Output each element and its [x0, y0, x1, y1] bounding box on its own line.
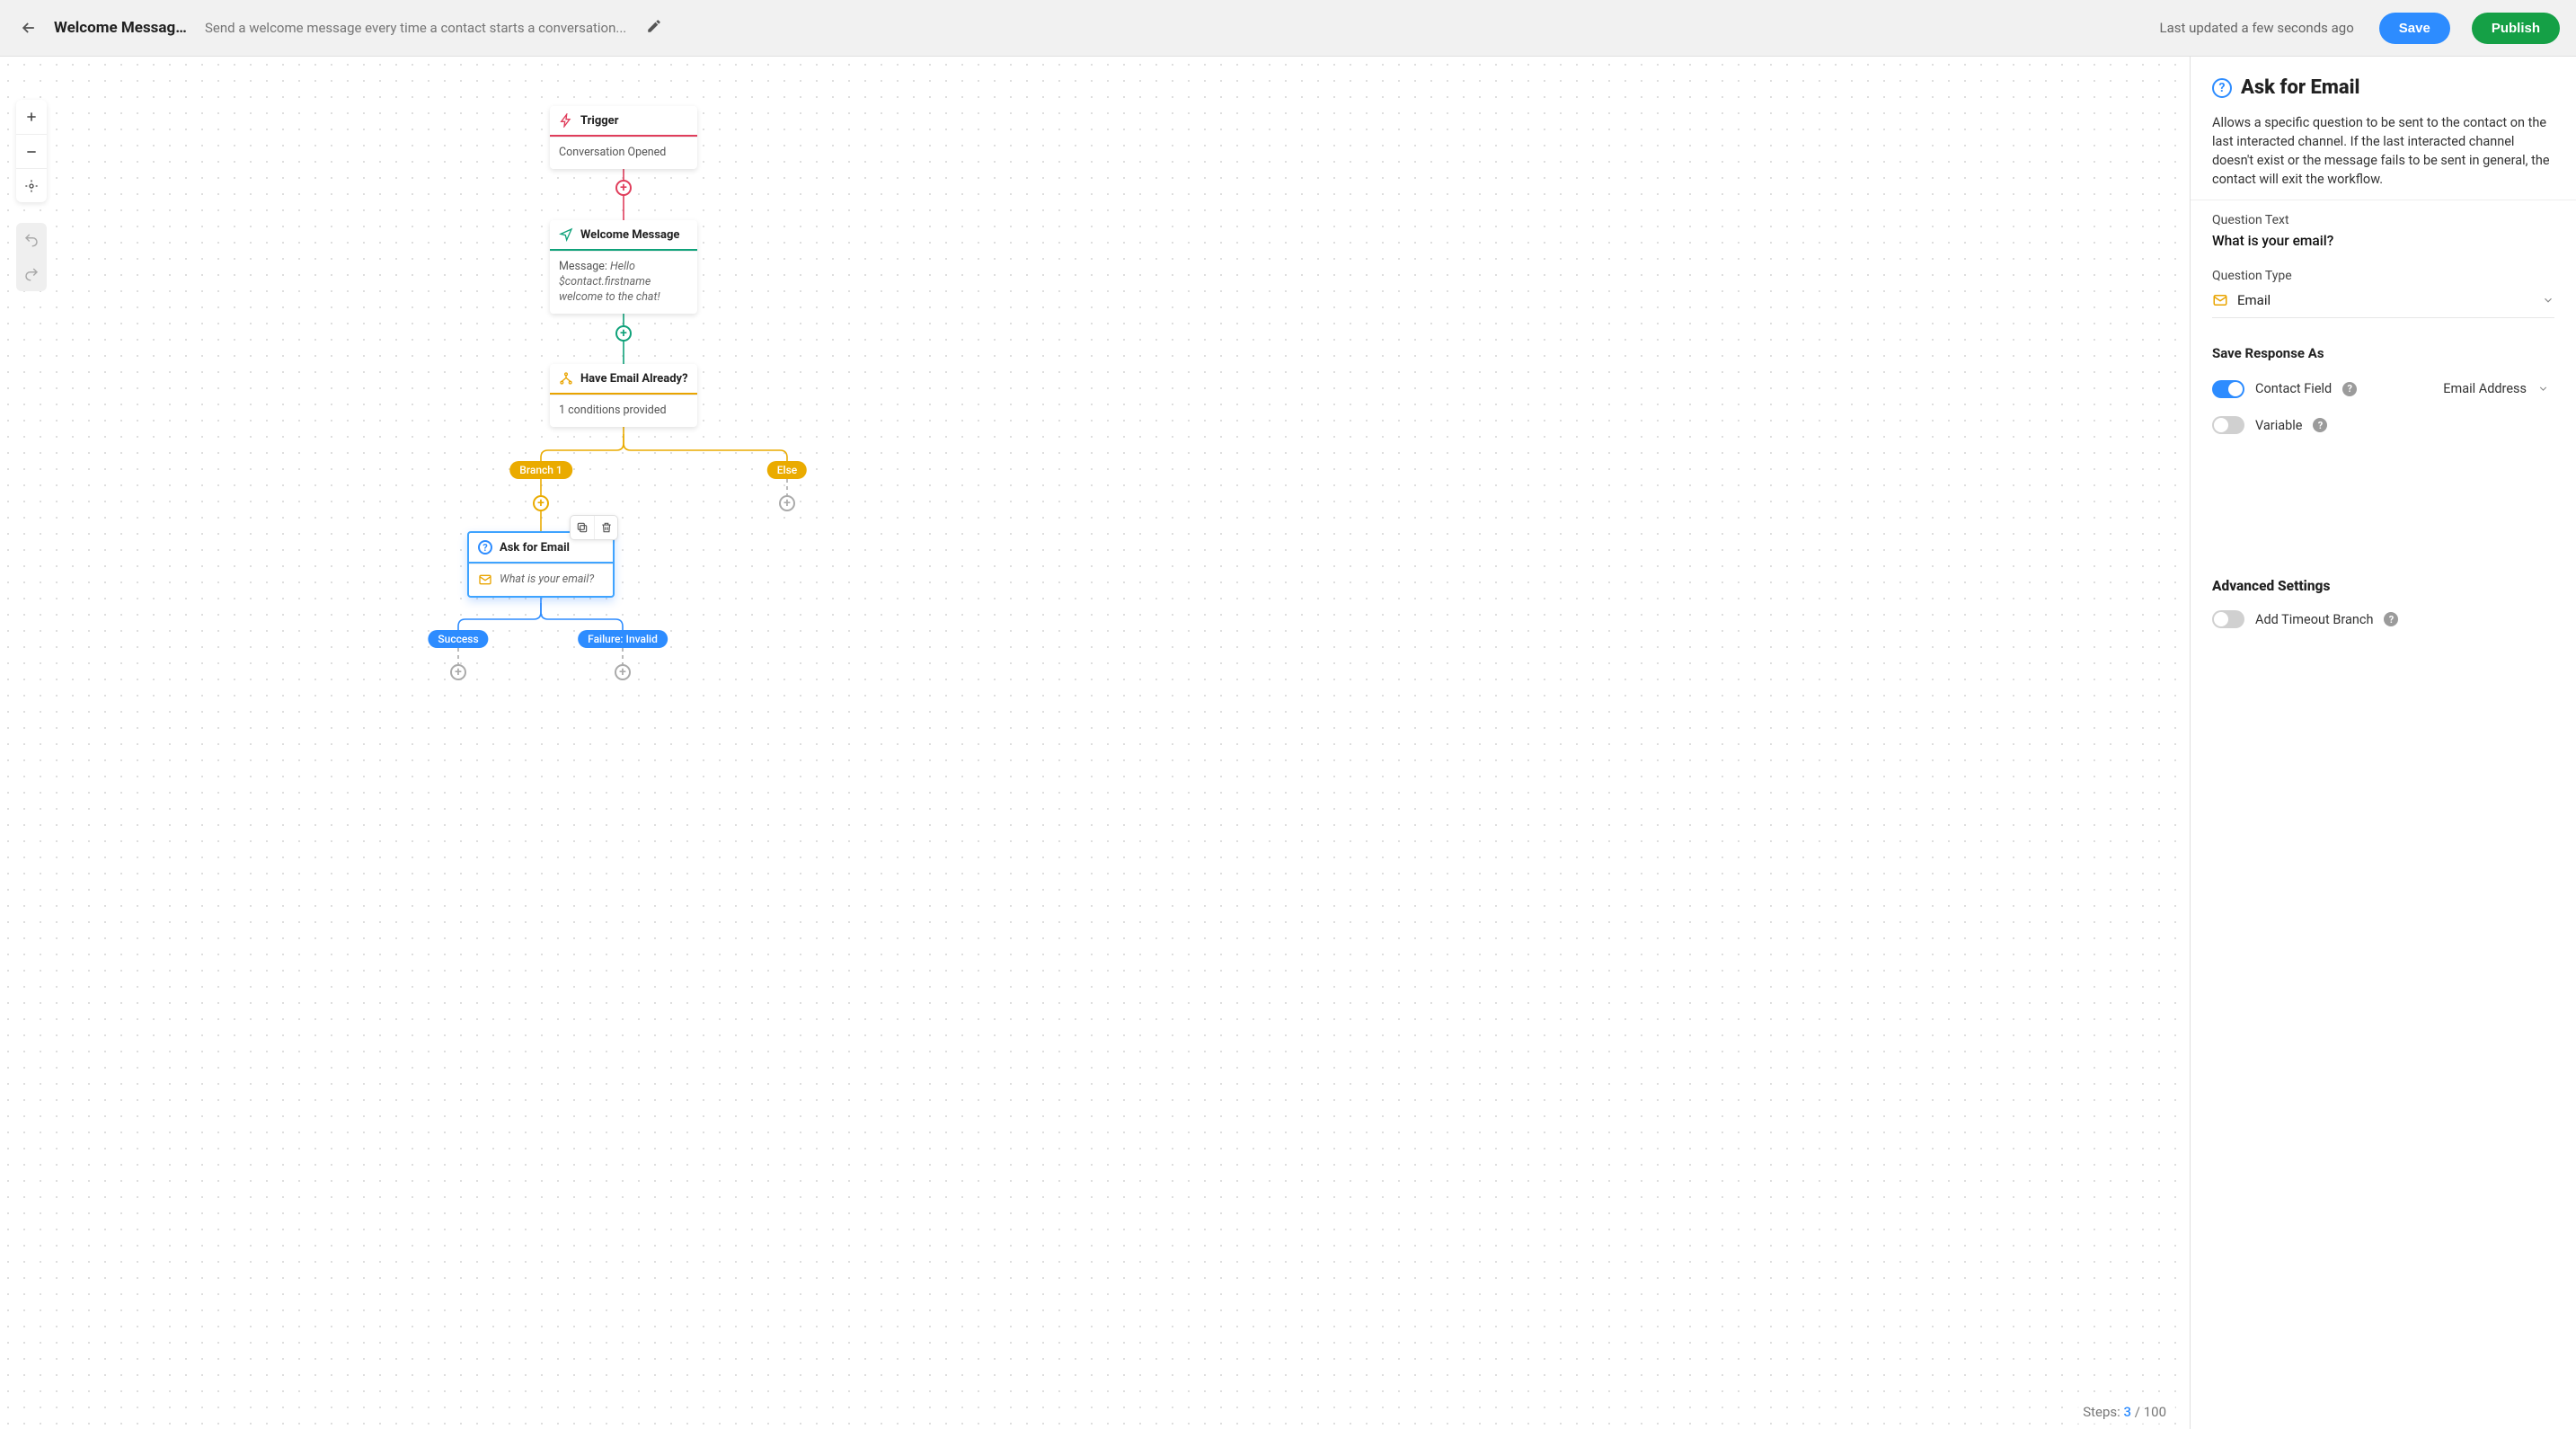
history-toolbar	[16, 223, 47, 291]
node-ask-body: What is your email?	[469, 564, 613, 596]
workflow-title: Welcome Message &...	[54, 19, 189, 37]
node-welcome-title: Welcome Message	[580, 228, 679, 242]
edit-title-button[interactable]	[646, 18, 662, 38]
add-step-failure[interactable]: +	[615, 664, 631, 680]
steps-current: 3	[2124, 1404, 2132, 1420]
send-icon	[559, 227, 573, 242]
node-branch[interactable]: Have Email Already? 1 conditions provide…	[550, 364, 697, 427]
duplicate-node-button[interactable]	[571, 516, 594, 539]
steps-counter: Steps: 3 / 100	[2074, 1400, 2175, 1424]
question-icon: ?	[2212, 78, 2232, 98]
question-icon: ?	[478, 540, 492, 555]
flash-icon	[559, 113, 573, 128]
pill-else[interactable]: Else	[767, 461, 807, 479]
node-welcome-message[interactable]: Welcome Message Message: Hello $contact.…	[550, 220, 697, 314]
question-type-select[interactable]: Email	[2212, 288, 2554, 318]
variable-label: Variable	[2255, 418, 2302, 433]
panel-description: Allows a specific question to be sent to…	[2212, 113, 2554, 189]
add-step-after-welcome[interactable]: +	[615, 325, 632, 342]
mail-icon	[2212, 292, 2228, 308]
node-branch-body: 1 conditions provided	[550, 395, 697, 427]
timeout-label: Add Timeout Branch	[2255, 612, 2373, 627]
node-trigger[interactable]: Trigger Conversation Opened	[550, 106, 697, 169]
node-branch-title: Have Email Already?	[580, 372, 688, 386]
pill-failure[interactable]: Failure: Invalid	[578, 630, 668, 648]
add-step-else[interactable]: +	[779, 495, 795, 511]
workflow-description: Send a welcome message every time a cont…	[205, 20, 626, 36]
delete-node-button[interactable]	[594, 516, 617, 539]
timeout-toggle[interactable]	[2212, 610, 2244, 628]
publish-button[interactable]: Publish	[2472, 13, 2560, 44]
node-ask-question: What is your email?	[500, 572, 594, 588]
question-type-label: Question Type	[2212, 269, 2554, 283]
variable-toggle[interactable]	[2212, 416, 2244, 434]
last-updated: Last updated a few seconds ago	[2160, 20, 2354, 36]
node-ask-email[interactable]: ? Ask for Email What is your email?	[467, 531, 615, 598]
timeout-row: Add Timeout Branch ?	[2212, 610, 2554, 628]
node-welcome-body: Message: Hello $contact.firstname welcom…	[550, 251, 697, 314]
add-step-after-trigger[interactable]: +	[615, 180, 632, 196]
steps-max: / 100	[2135, 1404, 2166, 1420]
save-response-label: Save Response As	[2212, 345, 2554, 361]
help-icon[interactable]: ?	[2313, 418, 2327, 432]
redo-button[interactable]	[16, 257, 47, 291]
contact-field-value: Email Address	[2443, 381, 2527, 396]
help-icon[interactable]: ?	[2384, 612, 2398, 626]
msg-prefix: Message:	[559, 260, 610, 273]
chevron-down-icon	[2542, 294, 2554, 306]
help-icon[interactable]: ?	[2342, 382, 2357, 396]
advanced-settings-label: Advanced Settings	[2212, 578, 2554, 594]
variable-row: Variable ?	[2212, 416, 2554, 434]
zoom-out-button[interactable]	[16, 134, 47, 168]
workflow-canvas[interactable]: Trigger Conversation Opened Welcome Mess…	[0, 57, 2190, 1429]
node-ask-title: Ask for Email	[500, 541, 570, 555]
properties-panel: ? Ask for Email Allows a specific questi…	[2190, 57, 2576, 1429]
save-button[interactable]: Save	[2379, 13, 2450, 44]
panel-title-row: ? Ask for Email	[2212, 76, 2554, 99]
contact-field-select[interactable]: Email Address	[2438, 377, 2554, 400]
contact-field-label: Contact Field	[2255, 381, 2332, 396]
question-text-value[interactable]: What is your email?	[2212, 233, 2554, 249]
branch-icon	[559, 371, 573, 386]
undo-button[interactable]	[16, 223, 47, 257]
steps-label: Steps:	[2083, 1404, 2120, 1420]
zoom-in-button[interactable]	[16, 100, 47, 134]
panel-title: Ask for Email	[2241, 76, 2360, 99]
node-toolbar	[570, 515, 618, 540]
contact-field-toggle[interactable]	[2212, 380, 2244, 398]
add-step-success[interactable]: +	[450, 664, 466, 680]
contact-field-row: Contact Field ? Email Address	[2212, 377, 2554, 400]
add-step-branch1[interactable]: +	[533, 495, 549, 511]
back-button[interactable]	[16, 15, 41, 40]
header: Welcome Message &... Send a welcome mess…	[0, 0, 2576, 57]
mail-icon	[478, 572, 492, 587]
node-trigger-body: Conversation Opened	[550, 137, 697, 169]
node-trigger-title: Trigger	[580, 114, 618, 128]
chevron-down-icon	[2537, 383, 2549, 395]
edges-layer	[0, 57, 2190, 1429]
pill-branch1[interactable]: Branch 1	[509, 461, 572, 479]
question-type-value: Email	[2237, 292, 2533, 308]
recenter-button[interactable]	[16, 168, 47, 202]
zoom-toolbar	[16, 100, 47, 202]
pill-success[interactable]: Success	[428, 630, 488, 648]
question-text-label: Question Text	[2212, 213, 2554, 227]
